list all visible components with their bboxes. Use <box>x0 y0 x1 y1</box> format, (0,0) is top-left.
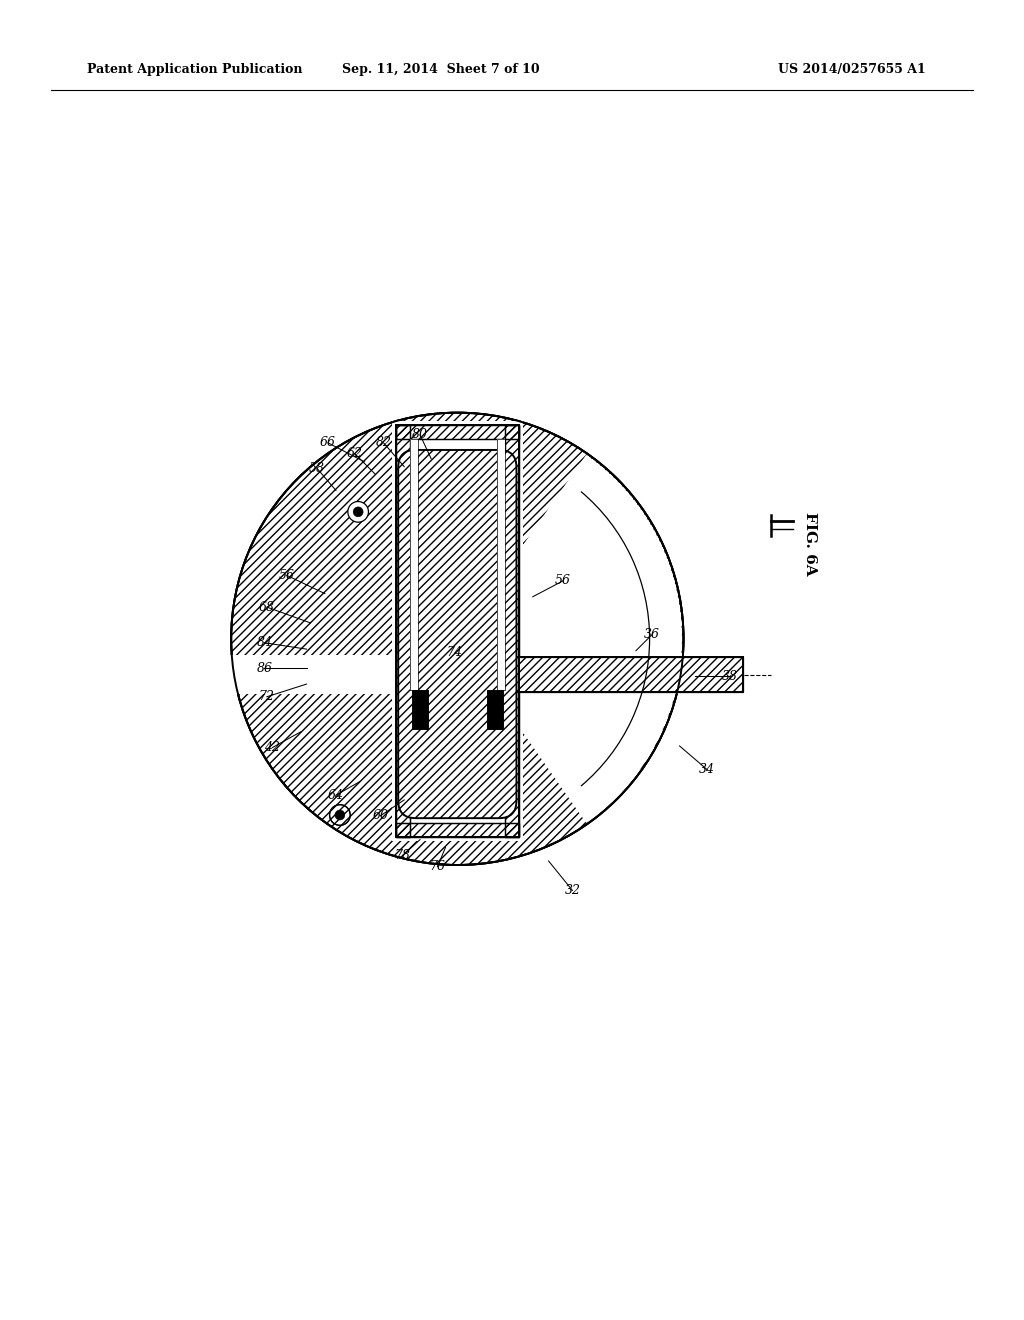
Bar <box>396 425 411 837</box>
Bar <box>505 657 743 692</box>
Circle shape <box>335 810 345 820</box>
Bar <box>505 425 519 837</box>
Text: 36: 36 <box>644 628 659 642</box>
Text: 68: 68 <box>259 601 274 614</box>
Bar <box>517 655 741 694</box>
Bar <box>505 657 743 692</box>
Circle shape <box>231 413 684 865</box>
Bar <box>223 655 399 694</box>
Text: 66: 66 <box>319 437 336 449</box>
Text: 78: 78 <box>394 849 411 862</box>
Text: 80: 80 <box>412 429 428 441</box>
Text: 86: 86 <box>256 661 272 675</box>
Bar <box>396 425 519 438</box>
FancyBboxPatch shape <box>398 450 516 818</box>
Bar <box>505 425 519 837</box>
Bar <box>396 425 411 837</box>
Text: 34: 34 <box>699 763 716 776</box>
Text: 38: 38 <box>722 669 737 682</box>
Bar <box>412 690 428 729</box>
Bar <box>396 822 519 837</box>
Text: 72: 72 <box>259 690 274 704</box>
Text: 42: 42 <box>264 741 281 754</box>
Bar <box>392 421 523 841</box>
Bar <box>497 438 505 690</box>
Bar <box>412 690 428 729</box>
Text: 74: 74 <box>446 645 463 659</box>
Text: 32: 32 <box>564 884 581 896</box>
Text: 56: 56 <box>555 574 571 587</box>
Bar <box>396 425 411 837</box>
Bar <box>487 690 503 729</box>
Circle shape <box>348 502 369 523</box>
Bar <box>396 425 519 438</box>
Circle shape <box>330 805 350 825</box>
Text: 64: 64 <box>328 788 344 801</box>
Text: 56: 56 <box>279 569 295 582</box>
Text: 58: 58 <box>309 462 325 475</box>
Text: US 2014/0257655 A1: US 2014/0257655 A1 <box>778 63 926 77</box>
Circle shape <box>353 507 364 517</box>
Text: 62: 62 <box>347 447 362 461</box>
Text: Sep. 11, 2014  Sheet 7 of 10: Sep. 11, 2014 Sheet 7 of 10 <box>342 63 539 77</box>
Bar <box>411 438 418 690</box>
Bar <box>411 438 418 690</box>
Text: Patent Application Publication: Patent Application Publication <box>87 63 302 77</box>
Text: 60: 60 <box>373 809 388 822</box>
Bar <box>497 438 505 690</box>
Text: FIG. 6A: FIG. 6A <box>804 512 817 576</box>
Bar <box>396 425 519 438</box>
Bar <box>396 425 519 837</box>
Bar <box>396 822 519 837</box>
Text: 82: 82 <box>376 437 391 449</box>
Bar <box>396 822 519 837</box>
Wedge shape <box>458 455 682 822</box>
Text: 84: 84 <box>256 636 272 649</box>
Bar <box>505 425 519 837</box>
Text: 76: 76 <box>429 861 445 873</box>
Bar <box>487 690 503 729</box>
Bar <box>505 657 743 692</box>
